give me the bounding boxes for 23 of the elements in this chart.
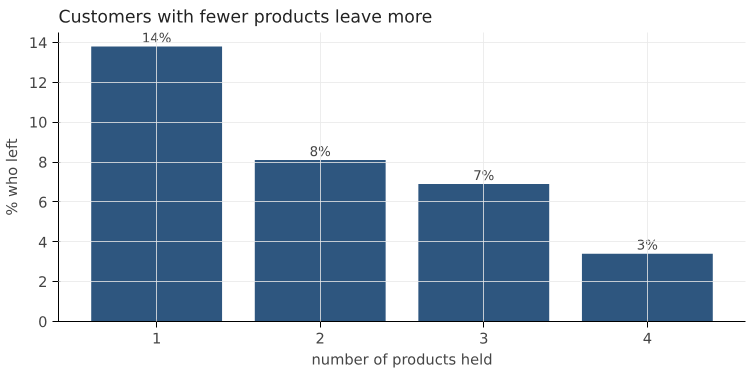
y-tick-label: 8 bbox=[38, 154, 48, 172]
x-tick-label: 4 bbox=[642, 330, 652, 348]
x-tick-label: 1 bbox=[152, 330, 162, 348]
y-tick-label: 2 bbox=[38, 274, 48, 292]
y-tick-label: 10 bbox=[28, 114, 48, 132]
data-label: 14% bbox=[142, 31, 172, 46]
y-axis-title: % who left bbox=[4, 138, 21, 216]
y-tick-label: 0 bbox=[38, 314, 48, 331]
x-tick-label: 2 bbox=[316, 330, 325, 348]
bar bbox=[91, 46, 222, 322]
data-label: 8% bbox=[310, 145, 331, 160]
x-tick-label: 3 bbox=[479, 330, 488, 348]
bar bbox=[254, 160, 386, 322]
y-tick-label: 4 bbox=[38, 234, 48, 252]
data-label: 3% bbox=[636, 238, 658, 254]
bar bbox=[418, 184, 550, 322]
y-tick-label: 12 bbox=[28, 74, 48, 92]
bar bbox=[582, 254, 713, 322]
y-tick-label: 6 bbox=[38, 194, 48, 212]
y-tick-label: 14 bbox=[28, 34, 48, 52]
data-label: 7% bbox=[473, 168, 494, 184]
x-axis-title: number of products held bbox=[312, 352, 493, 368]
chart-title: Customers with fewer products leave more bbox=[58, 8, 432, 28]
